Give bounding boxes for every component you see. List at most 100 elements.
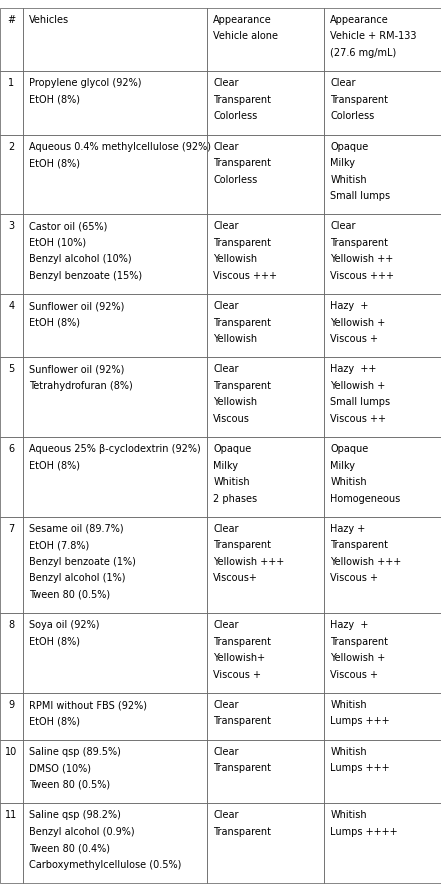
Text: Clear: Clear <box>213 524 239 534</box>
Text: Aqueous 25% β-cyclodextrin (92%): Aqueous 25% β-cyclodextrin (92%) <box>29 444 201 454</box>
Text: Viscous +: Viscous + <box>330 573 378 583</box>
Bar <box>207 740 324 804</box>
Bar <box>23 804 207 883</box>
Text: Transparent: Transparent <box>330 238 388 248</box>
Text: 11: 11 <box>5 810 18 820</box>
Text: Lumps +++: Lumps +++ <box>330 764 390 773</box>
Text: Yellowish +++: Yellowish +++ <box>213 557 284 567</box>
Text: Clear: Clear <box>213 620 239 630</box>
Bar <box>23 613 207 693</box>
Text: Vehicles: Vehicles <box>29 15 69 25</box>
Bar <box>207 72 324 135</box>
Text: Carboxymethylcellulose (0.5%): Carboxymethylcellulose (0.5%) <box>29 859 181 870</box>
Text: 4: 4 <box>8 301 15 312</box>
Text: Clear: Clear <box>213 810 239 820</box>
Bar <box>207 437 324 517</box>
Text: Clear: Clear <box>213 700 239 710</box>
Bar <box>0 8 23 72</box>
Text: Aqueous 0.4% methylcellulose (92%): Aqueous 0.4% methylcellulose (92%) <box>29 142 211 151</box>
Text: Yellowish+: Yellowish+ <box>213 653 265 663</box>
Text: Vehicle alone: Vehicle alone <box>213 31 278 42</box>
Text: Sunflower oil (92%): Sunflower oil (92%) <box>29 365 124 374</box>
Text: Whitish: Whitish <box>213 477 250 487</box>
Text: Viscous+: Viscous+ <box>213 573 258 583</box>
Bar <box>324 613 441 693</box>
Text: Propylene glycol (92%): Propylene glycol (92%) <box>29 78 142 88</box>
Text: EtOH (8%): EtOH (8%) <box>29 636 80 647</box>
Text: Clear: Clear <box>330 78 356 88</box>
Text: Transparent: Transparent <box>213 95 271 104</box>
Bar <box>207 358 324 437</box>
Bar <box>0 804 23 883</box>
Text: EtOH (8%): EtOH (8%) <box>29 717 80 727</box>
Bar <box>0 613 23 693</box>
Text: Transparent: Transparent <box>330 636 388 647</box>
Bar <box>23 294 207 358</box>
Text: Hazy  +: Hazy + <box>330 301 369 312</box>
Bar <box>207 693 324 740</box>
Text: Whitish: Whitish <box>330 477 367 487</box>
Text: Colorless: Colorless <box>330 112 374 121</box>
Text: Milky: Milky <box>330 158 355 168</box>
Text: Hazy  ++: Hazy ++ <box>330 365 377 374</box>
Text: Tween 80 (0.4%): Tween 80 (0.4%) <box>29 843 110 853</box>
Text: Small lumps: Small lumps <box>330 397 390 407</box>
Bar <box>207 135 324 214</box>
Text: EtOH (8%): EtOH (8%) <box>29 318 80 327</box>
Text: Transparent: Transparent <box>330 541 388 550</box>
Text: Yellowish: Yellowish <box>213 334 258 344</box>
Text: Clear: Clear <box>213 142 239 151</box>
Bar <box>207 613 324 693</box>
Text: Milky: Milky <box>330 461 355 471</box>
Text: 3: 3 <box>8 221 15 231</box>
Text: Yellowish ++: Yellowish ++ <box>330 254 393 265</box>
Text: Transparent: Transparent <box>213 636 271 647</box>
Text: Whitish: Whitish <box>330 810 367 820</box>
Text: Viscous +: Viscous + <box>213 670 262 680</box>
Text: Whitish: Whitish <box>330 700 367 710</box>
Bar <box>207 214 324 294</box>
Text: Clear: Clear <box>213 365 239 374</box>
Text: Tetrahydrofuran (8%): Tetrahydrofuran (8%) <box>29 381 133 391</box>
Bar <box>324 214 441 294</box>
Bar <box>324 804 441 883</box>
Bar <box>0 740 23 804</box>
Bar <box>324 294 441 358</box>
Text: Opaque: Opaque <box>330 444 368 454</box>
Text: Viscous +++: Viscous +++ <box>330 271 394 281</box>
Text: 2: 2 <box>8 142 15 151</box>
Text: Viscous: Viscous <box>213 414 250 424</box>
Text: Transparent: Transparent <box>213 158 271 168</box>
Text: #: # <box>7 15 15 25</box>
Text: Transparent: Transparent <box>213 318 271 327</box>
Bar <box>0 294 23 358</box>
Bar <box>207 294 324 358</box>
Text: Sunflower oil (92%): Sunflower oil (92%) <box>29 301 124 312</box>
Text: Small lumps: Small lumps <box>330 191 390 201</box>
Bar <box>324 740 441 804</box>
Text: Yellowish +++: Yellowish +++ <box>330 557 401 567</box>
Text: Benzyl benzoate (15%): Benzyl benzoate (15%) <box>29 271 142 281</box>
Text: Viscous +: Viscous + <box>330 670 378 680</box>
Text: 8: 8 <box>8 620 15 630</box>
Text: Whitish: Whitish <box>330 747 367 757</box>
Bar <box>0 214 23 294</box>
Text: 10: 10 <box>5 747 18 757</box>
Text: Viscous +: Viscous + <box>330 334 378 344</box>
Text: Transparent: Transparent <box>330 95 388 104</box>
Text: Colorless: Colorless <box>213 174 258 184</box>
Bar <box>0 135 23 214</box>
Text: EtOH (8%): EtOH (8%) <box>29 461 80 471</box>
Text: Tween 80 (0.5%): Tween 80 (0.5%) <box>29 780 110 789</box>
Bar <box>0 358 23 437</box>
Text: Clear: Clear <box>213 747 239 757</box>
Text: 2 phases: 2 phases <box>213 494 258 504</box>
Text: Saline qsp (89.5%): Saline qsp (89.5%) <box>29 747 121 757</box>
Text: 9: 9 <box>8 700 15 710</box>
Bar <box>207 804 324 883</box>
Text: Appearance: Appearance <box>330 15 389 25</box>
Text: Clear: Clear <box>213 301 239 312</box>
Text: DMSO (10%): DMSO (10%) <box>29 764 91 773</box>
Bar <box>23 693 207 740</box>
Text: Transparent: Transparent <box>213 717 271 727</box>
